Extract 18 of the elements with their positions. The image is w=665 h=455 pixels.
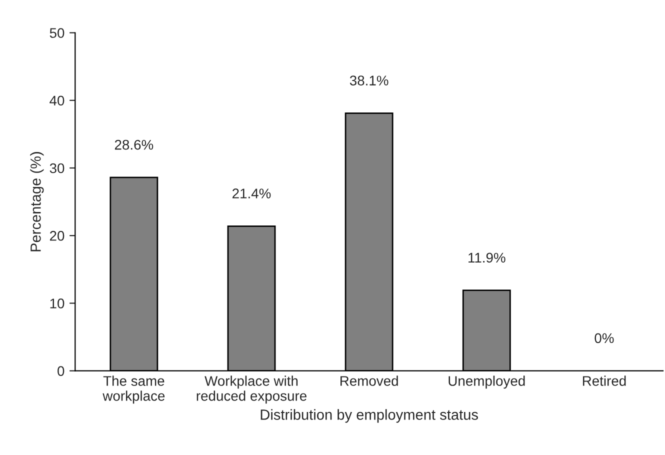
data-label: 38.1% xyxy=(350,76,388,86)
y-tick-label: 50 xyxy=(50,28,64,38)
x-tick-label: Unemployed xyxy=(448,376,525,389)
y-tick-label: 40 xyxy=(50,96,64,106)
data-label: 11.9% xyxy=(468,252,506,263)
data-label: 21.4% xyxy=(232,188,271,198)
x-tick-label: Removed xyxy=(340,376,398,386)
y-tick-label: 20 xyxy=(50,230,64,241)
y-tick-label: 10 xyxy=(50,298,64,308)
x-tick-label: Retired xyxy=(582,376,626,386)
x-tick-label: The same workplace xyxy=(102,376,165,404)
y-tick-label: 30 xyxy=(50,163,64,174)
y-axis-title: Percentage (%) xyxy=(30,152,44,252)
data-label: 0% xyxy=(594,333,614,344)
x-axis-title: Distribution by employment status xyxy=(260,409,478,423)
y-tick-label: 0 xyxy=(58,366,64,376)
data-label: 28.6% xyxy=(114,140,154,150)
x-tick-label: Workplace with reduced exposure xyxy=(196,376,306,404)
